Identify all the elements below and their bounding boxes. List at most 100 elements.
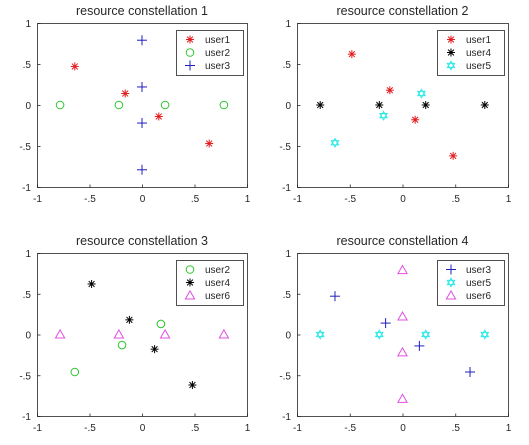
legend-label: user6 — [466, 291, 491, 302]
x-tick-label: 1 — [245, 194, 251, 205]
user4-point — [316, 101, 325, 109]
legend-label: user3 — [205, 61, 230, 72]
legend-label: user6 — [205, 291, 230, 302]
user6-point — [397, 393, 408, 403]
legend: user2 user4 user6 — [176, 260, 244, 306]
legend-marker-user6 — [445, 289, 457, 300]
user5-point — [330, 137, 340, 148]
user6-point — [397, 310, 408, 321]
user5-point — [374, 329, 384, 340]
y-tick-label: -.5 — [19, 142, 31, 153]
subplot-4: resource constellation 4 -1 -.5 0 .5 1 -1 -.5 0.… — [279, 234, 511, 434]
legend-label: user4 — [466, 48, 491, 59]
legend-marker-user1 — [186, 35, 194, 44]
legend-marker-user3 — [185, 60, 195, 71]
legend-label: user2 — [205, 265, 230, 276]
user3-point — [137, 81, 147, 92]
x-tick-label: -1 — [293, 194, 302, 205]
legend-marker-user2 — [185, 48, 195, 57]
user6-point — [159, 328, 171, 339]
user5-point — [480, 329, 490, 340]
user3-point — [329, 291, 340, 302]
x-tick-label: .5 — [452, 423, 461, 434]
y-tick-label: .5 — [283, 60, 292, 71]
user4-point — [87, 279, 96, 288]
y-tick-label: -.5 — [279, 142, 291, 153]
user3-point — [380, 318, 391, 329]
user1-point — [411, 115, 420, 124]
user4-point — [480, 101, 489, 109]
user4-point — [150, 345, 159, 354]
legend: user1 user2 user3 — [176, 30, 244, 76]
user2-point — [117, 340, 127, 350]
user3-point — [137, 164, 147, 175]
user1-point — [385, 86, 394, 95]
legend-marker-user5 — [446, 277, 456, 288]
user3-point — [465, 366, 476, 377]
x-tick-label: 0 — [140, 423, 146, 434]
user4-point — [421, 101, 430, 109]
user2-point — [70, 367, 80, 377]
y-tick-label: 1 — [285, 249, 291, 260]
user2-point — [219, 100, 229, 110]
legend-label: user1 — [205, 35, 230, 46]
y-tick-label: .5 — [23, 290, 32, 301]
user1-point — [70, 62, 79, 71]
chart-title: resource constellation 1 — [76, 4, 208, 18]
user5-point — [379, 110, 389, 121]
chart-title: resource constellation 4 — [336, 234, 468, 248]
user4-point — [125, 315, 134, 324]
x-tick-label: 1 — [506, 194, 512, 205]
legend-marker-user4 — [447, 48, 455, 57]
legend-label: user1 — [466, 35, 491, 46]
user6-point — [397, 346, 408, 357]
user6-point — [54, 328, 66, 339]
legend-label: user2 — [205, 48, 230, 59]
chart-title: resource constellation 3 — [76, 234, 208, 248]
user6-point — [397, 264, 408, 275]
user3-point — [137, 118, 147, 129]
user3-point — [137, 35, 147, 46]
x-tick-label: 1 — [245, 423, 251, 434]
x-tick-label: .5 — [452, 194, 461, 205]
user2-point — [55, 100, 65, 110]
y-tick-label: 1 — [25, 19, 31, 30]
y-tick-label: -1 — [282, 183, 291, 194]
legend: user3 user5 user6 — [437, 260, 505, 306]
user1-point — [154, 112, 163, 121]
legend-marker-user6 — [184, 289, 196, 300]
x-tick-label: 0 — [400, 423, 406, 434]
user6-point — [113, 328, 125, 339]
x-tick-label: .5 — [191, 194, 200, 205]
user5-point — [416, 88, 426, 99]
x-tick-label: -.5 — [344, 194, 356, 205]
user5-point — [421, 329, 431, 340]
x-tick-label: 1 — [506, 423, 512, 434]
x-tick-label: -1 — [33, 423, 42, 434]
y-tick-label: -1 — [22, 412, 31, 423]
y-tick-label: -1 — [22, 183, 31, 194]
legend-marker-user3 — [446, 264, 456, 275]
x-tick-label: .5 — [191, 423, 200, 434]
user2-point — [156, 319, 166, 329]
x-tick-label: -.5 — [84, 423, 96, 434]
user4-point — [375, 101, 384, 109]
y-tick-label: .5 — [23, 60, 32, 71]
y-tick-label: .5 — [283, 290, 292, 301]
y-tick-label: 1 — [25, 249, 31, 260]
y-tick-label: 0 — [285, 331, 291, 342]
subplot-2: resource constellation 2 -1 -.5 0 .5 1 -1 -.5 0.… — [279, 4, 511, 205]
user2-point — [114, 100, 124, 110]
x-tick-label: -.5 — [344, 423, 356, 434]
y-tick-label: -.5 — [279, 371, 291, 382]
legend-marker-user4 — [186, 278, 194, 287]
user1-point — [121, 89, 130, 98]
chart-title: resource constellation 2 — [336, 4, 468, 18]
x-tick-label: 0 — [140, 194, 146, 205]
user1-point — [449, 151, 458, 160]
user3-point — [414, 340, 425, 351]
y-tick-label: 0 — [285, 101, 291, 112]
y-tick-label: 0 — [25, 331, 31, 342]
subplot-3: resource constellation 3 -1 -.5 0 .5 1 -1 -.5 0.… — [19, 234, 250, 434]
